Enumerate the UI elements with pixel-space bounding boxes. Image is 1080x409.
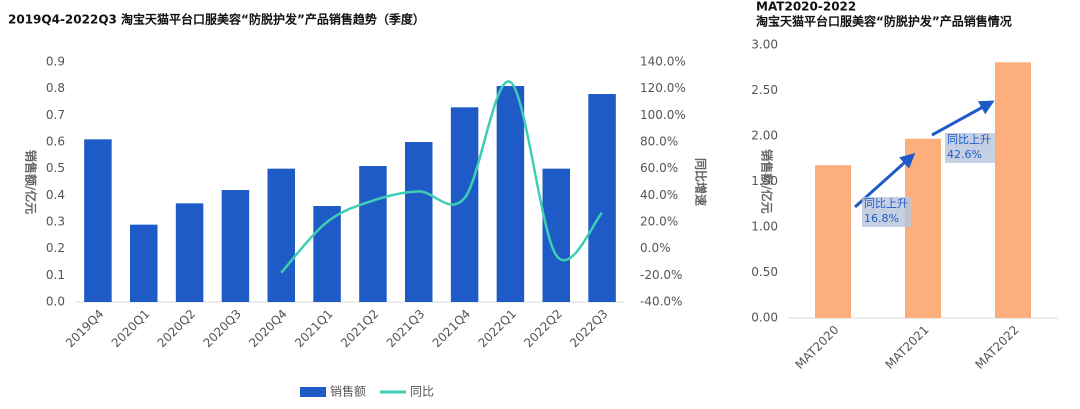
bar [905, 138, 941, 318]
y2-tick-label: -20.0% [640, 268, 682, 282]
y2-tick-label: -40.0% [640, 295, 682, 309]
y-tick-label: 3.00 [751, 38, 778, 52]
x-tick-label: 2022Q1 [475, 307, 519, 351]
x-tick-label: MAT2021 [882, 323, 931, 372]
x-tick-label: MAT2022 [972, 323, 1021, 372]
y-tick-label: 0.8 [46, 81, 65, 95]
y-tick-label: 0.3 [46, 215, 65, 229]
y-tick-label: 0.50 [751, 265, 778, 279]
bar [221, 190, 250, 302]
y2-axis-label: 同比增速 [694, 158, 709, 206]
x-tick-label: 2020Q3 [200, 307, 244, 351]
y2-tick-label: 0.0% [640, 241, 671, 255]
y-tick-label: 2.00 [751, 129, 778, 143]
y-tick-label: 2.50 [751, 83, 778, 97]
x-tick-label: 2021Q2 [338, 307, 382, 351]
y-tick-label: 0.4 [46, 188, 65, 202]
y2-tick-label: 120.0% [640, 81, 686, 95]
x-tick-label: 2022Q2 [521, 307, 565, 351]
y2-tick-label: 100.0% [640, 108, 686, 122]
bar [995, 62, 1031, 318]
y-axis-label: 销售额/亿元 [24, 150, 39, 214]
x-tick-label: 2021Q3 [384, 307, 428, 351]
bar [313, 206, 341, 302]
legend-label: 同比 [410, 385, 434, 399]
x-tick-label: 2021Q4 [430, 307, 474, 351]
y-tick-label: 0.7 [46, 108, 65, 122]
annotation-value: 42.6% [947, 148, 982, 161]
annotation: 同比上升 [864, 197, 908, 210]
arrow [931, 100, 995, 137]
x-tick-label: MAT2020 [792, 323, 841, 372]
y-tick-label: 0.5 [46, 161, 65, 175]
x-tick-label: 2020Q2 [155, 307, 199, 351]
line [280, 80, 604, 274]
annotation-bg [862, 197, 912, 227]
y-tick-label: 0.6 [46, 135, 65, 149]
legend-swatch [300, 387, 326, 397]
chart-subtitle: 淘宝天猫平台口服美容“防脱护发”产品销售情况 [756, 14, 1012, 29]
y2-tick-label: 140.0% [640, 55, 686, 69]
y-axis-label: 销售额/亿元 [760, 149, 775, 213]
y2-tick-label: 40.0% [640, 188, 678, 202]
bar [84, 139, 112, 302]
y-tick-label: 1.50 [751, 174, 778, 188]
bar [175, 203, 204, 302]
x-tick-label: 2021Q1 [292, 307, 336, 351]
bar [815, 165, 851, 318]
x-tick-label: 2020Q4 [246, 307, 290, 351]
bar [588, 94, 616, 302]
chart-title: 2019Q4-2022Q3 淘宝天猫平台口服美容“防脱护发”产品销售趋势（季度） [8, 12, 425, 27]
chart-title: MAT2020-2022 [756, 0, 856, 14]
y2-tick-label: 20.0% [640, 215, 678, 229]
annotation-bg [945, 133, 995, 163]
bar [405, 142, 433, 302]
annotation: 同比上升 [947, 133, 991, 146]
y-tick-label: 0.9 [46, 55, 65, 69]
x-tick-label: 2020Q1 [109, 307, 153, 351]
x-tick-label: 2019Q4 [63, 307, 107, 351]
y-tick-label: 0.2 [46, 241, 65, 255]
y-tick-label: 1.00 [751, 220, 778, 234]
y-tick-label: 0.00 [751, 311, 778, 325]
bar [542, 168, 570, 302]
legend-label: 销售额 [330, 384, 366, 399]
bar [267, 168, 295, 302]
y-tick-label: 0.1 [46, 268, 65, 282]
y2-tick-label: 80.0% [640, 135, 678, 149]
y-tick-label: 0.0 [46, 295, 65, 309]
bar [359, 166, 387, 302]
x-tick-label: 2022Q3 [567, 307, 611, 351]
bar [130, 224, 158, 302]
annotation-value: 16.8% [864, 212, 899, 225]
y2-tick-label: 60.0% [640, 161, 678, 175]
bar [496, 86, 525, 302]
